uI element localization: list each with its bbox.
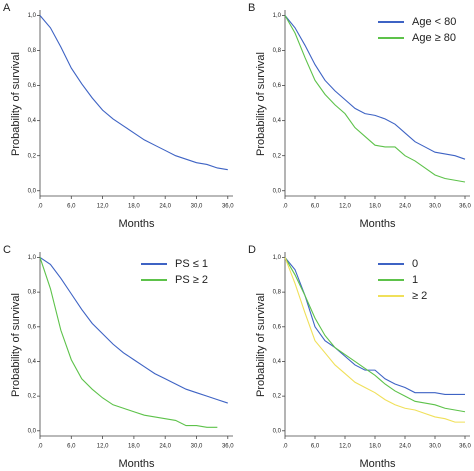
x-tick-label: 24,0 bbox=[159, 444, 171, 450]
x-tick-label: 12,0 bbox=[97, 204, 109, 210]
x-tick-label: 12,0 bbox=[339, 444, 351, 450]
x-tick-label: 30,0 bbox=[191, 444, 203, 450]
x-tick-label: .0 bbox=[282, 204, 288, 210]
x-tick-label: .0 bbox=[37, 204, 43, 210]
y-tick-label: 1,0 bbox=[273, 255, 282, 261]
x-axis-label: Months bbox=[118, 218, 155, 230]
x-tick-label: 30,0 bbox=[429, 444, 441, 450]
y-tick-label: 0,0 bbox=[273, 188, 282, 194]
y-tick-label: 0,4 bbox=[273, 118, 282, 124]
x-tick-label: .0 bbox=[37, 444, 43, 450]
y-tick-label: 0,4 bbox=[273, 359, 282, 365]
x-tick-label: 18,0 bbox=[128, 204, 140, 210]
x-axis-label: Months bbox=[359, 458, 396, 470]
x-tick-label: 30,0 bbox=[429, 204, 441, 210]
x-tick-label: 12,0 bbox=[97, 444, 109, 450]
x-tick-label: 6,0 bbox=[67, 444, 76, 450]
x-tick-label: 24,0 bbox=[399, 444, 411, 450]
x-tick-label: 6,0 bbox=[67, 204, 76, 210]
legend-label: PS ≤ 1 bbox=[175, 258, 208, 270]
x-tick-label: 12,0 bbox=[339, 204, 351, 210]
y-tick-label: 0,0 bbox=[273, 428, 282, 434]
y-tick-label: 1,0 bbox=[28, 13, 37, 19]
y-tick-label: 0,2 bbox=[28, 394, 37, 400]
y-tick-label: 0,2 bbox=[28, 153, 37, 159]
y-axis-label: Probability of survival bbox=[255, 293, 267, 397]
panel-label: D bbox=[248, 244, 256, 256]
y-axis-label: Probability of survival bbox=[10, 293, 22, 397]
survival-curve bbox=[39, 257, 218, 428]
x-tick-label: 6,0 bbox=[311, 204, 320, 210]
x-tick-label: 18,0 bbox=[369, 444, 381, 450]
y-tick-label: 1,0 bbox=[273, 13, 282, 19]
x-tick-label: 36,0 bbox=[459, 204, 471, 210]
y-axis-label: Probability of survival bbox=[10, 52, 22, 156]
x-tick-label: 6,0 bbox=[311, 444, 320, 450]
y-tick-label: 0,6 bbox=[28, 324, 37, 330]
y-tick-label: 0,4 bbox=[28, 359, 37, 365]
survival-curve bbox=[284, 15, 466, 160]
y-tick-label: 0,4 bbox=[28, 118, 37, 124]
survival-curve bbox=[284, 257, 465, 395]
panel-label: B bbox=[248, 2, 255, 14]
x-tick-label: 18,0 bbox=[128, 444, 140, 450]
x-axis-label: Months bbox=[118, 458, 155, 470]
panel-label: C bbox=[3, 244, 11, 256]
survival-curve bbox=[39, 257, 228, 404]
x-tick-label: 36,0 bbox=[222, 444, 234, 450]
y-tick-label: 0,0 bbox=[28, 188, 37, 194]
survival-curve bbox=[284, 257, 466, 413]
y-axis-label: Probability of survival bbox=[255, 52, 267, 156]
y-tick-label: 1,0 bbox=[28, 255, 37, 261]
x-tick-label: .0 bbox=[282, 444, 288, 450]
x-tick-label: 24,0 bbox=[399, 204, 411, 210]
y-tick-label: 0,2 bbox=[273, 394, 282, 400]
x-tick-label: 36,0 bbox=[222, 204, 234, 210]
legend-label: ≥ 2 bbox=[412, 290, 427, 302]
y-tick-label: 0,8 bbox=[28, 290, 37, 296]
y-tick-label: 0,8 bbox=[28, 48, 37, 54]
x-tick-label: 24,0 bbox=[159, 204, 171, 210]
panel-label: A bbox=[3, 2, 11, 14]
legend-label: 1 bbox=[412, 274, 418, 286]
legend-label: Age ≥ 80 bbox=[412, 32, 456, 44]
legend-label: PS ≥ 2 bbox=[175, 274, 208, 286]
y-tick-label: 0,8 bbox=[273, 290, 282, 296]
y-tick-label: 0,6 bbox=[28, 83, 37, 89]
y-tick-label: 0,0 bbox=[28, 428, 37, 434]
legend-label: 0 bbox=[412, 258, 418, 270]
survival-curve bbox=[284, 15, 466, 183]
survival-curve bbox=[39, 15, 228, 171]
x-tick-label: 18,0 bbox=[369, 204, 381, 210]
y-tick-label: 0,6 bbox=[273, 324, 282, 330]
y-tick-label: 0,2 bbox=[273, 153, 282, 159]
x-tick-label: 30,0 bbox=[191, 204, 203, 210]
legend-label: Age < 80 bbox=[412, 16, 456, 28]
survival-curve bbox=[284, 257, 465, 423]
y-tick-label: 0,6 bbox=[273, 83, 282, 89]
y-tick-label: 0,8 bbox=[273, 48, 282, 54]
x-axis-label: Months bbox=[359, 218, 396, 230]
x-tick-label: 36,0 bbox=[459, 444, 471, 450]
